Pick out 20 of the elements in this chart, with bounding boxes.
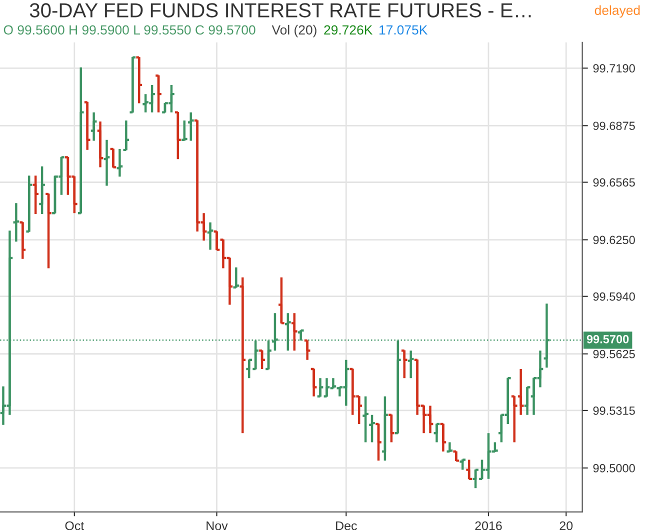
text: Vol (20) xyxy=(272,24,316,38)
x-tick-label: Dec xyxy=(336,521,357,530)
y-tick-label: 99.6565 xyxy=(593,178,635,187)
x-tick-label: 2016 xyxy=(475,521,502,530)
x-tick-label: Oct xyxy=(65,521,84,530)
chart-title: 30-DAY FED FUNDS INTEREST RATE FUTURES - E… xyxy=(30,3,531,18)
x-tick-label: 20 xyxy=(560,521,573,530)
y-tick-label: 99.6875 xyxy=(593,122,635,130)
y-tick-label: 99.6250 xyxy=(593,236,635,244)
ref-line-label: 99.5700 xyxy=(586,334,629,344)
y-tick-label: 99.5940 xyxy=(593,292,635,301)
y-tick-label: 99.5000 xyxy=(593,464,635,472)
x-tick-label: Nov xyxy=(206,521,228,530)
y-tick-label: 99.7190 xyxy=(593,64,635,73)
text: O 99.5600 H 99.5900 L 99.5550 C 99.5700 xyxy=(4,25,256,35)
text: 29.726K xyxy=(324,25,373,35)
text: 17.075K xyxy=(380,25,428,35)
y-tick-label: 99.5625 xyxy=(593,350,635,358)
text: delayed xyxy=(594,5,640,18)
y-tick-label: 99.5315 xyxy=(593,406,635,415)
